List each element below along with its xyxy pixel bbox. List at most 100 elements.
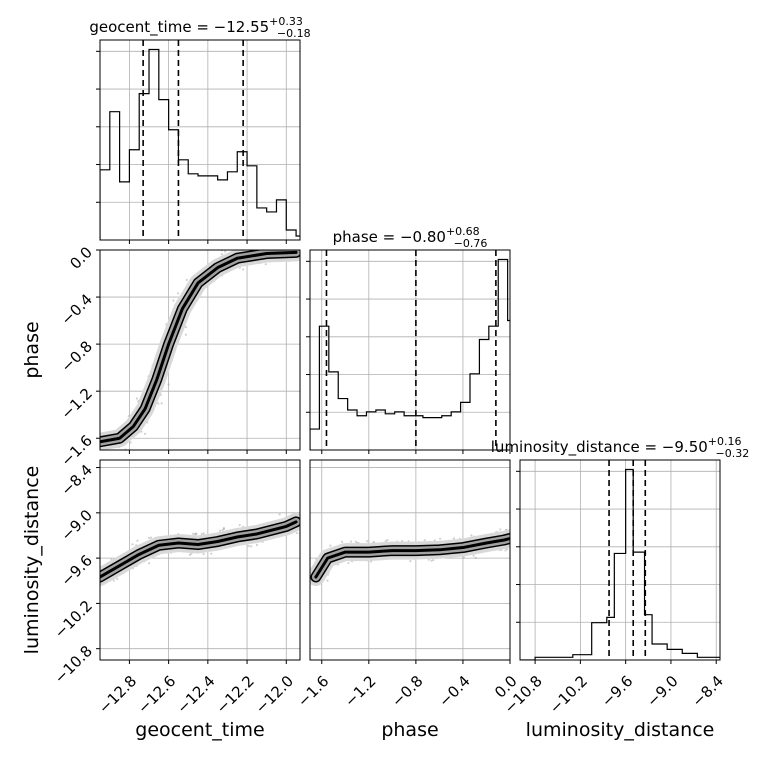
panel-frame [519, 459, 721, 661]
sample-point [372, 541, 375, 544]
panel-title: phase = −0.80+0.68 −0.76 [333, 225, 488, 250]
sample-point [354, 540, 357, 543]
sample-point [238, 523, 241, 527]
sample-point [147, 561, 151, 565]
y-tick-label: −1.2 [58, 384, 96, 422]
sample-point [505, 548, 509, 551]
histogram-step [520, 468, 720, 660]
sample-point [202, 532, 205, 535]
panel-frame [99, 39, 301, 241]
sample-point [326, 579, 329, 582]
x-tick-label: −1.6 [294, 672, 332, 710]
sample-point [188, 553, 191, 556]
title-sup: +0.16 [708, 435, 742, 448]
sample-point [176, 292, 180, 295]
sample-point [200, 532, 203, 536]
sample-point [514, 533, 516, 535]
y-tick-label: −1.6 [58, 432, 96, 470]
sample-point [307, 570, 309, 572]
x-axis-label-luminosity: luminosity_distance [526, 719, 715, 741]
sample-point [409, 560, 412, 563]
title-main: geocent_time = −12.55 [89, 18, 269, 37]
sample-point [264, 263, 267, 266]
panel-title: luminosity_distance = −9.50+0.16 −0.32 [491, 435, 749, 460]
panel-title: geocent_time = −12.55+0.33 −0.18 [89, 15, 310, 40]
sample-point [96, 436, 98, 438]
x-tick-label: −12.6 [134, 672, 179, 717]
sample-point [474, 556, 477, 559]
x-tick-label: −12.4 [173, 672, 218, 717]
y-tick-label: −8.4 [58, 461, 96, 499]
title-main: phase = −0.80 [333, 228, 446, 246]
y-tick-label: −0.4 [58, 290, 96, 328]
sample-point [439, 537, 442, 540]
sample-point [511, 540, 513, 542]
x-axis-label: geocent_time [135, 719, 264, 741]
sample-point [192, 532, 195, 535]
contour-inner [314, 536, 510, 579]
geocent_time-1d-panel: geocent_time = −12.55+0.33 −0.18 [89, 15, 311, 244]
sample-point [242, 247, 244, 249]
sample-point [218, 529, 222, 532]
title-sub: −0.32 [716, 447, 750, 460]
panel-frame [99, 249, 301, 451]
sample-point [255, 543, 259, 547]
sample-point [470, 534, 473, 537]
x-tick-label: −1.2 [341, 672, 379, 710]
sample-point [260, 243, 262, 245]
contour-layer [96, 242, 300, 450]
sample-point [222, 527, 226, 531]
phase-vs-geocent_time-panel: 0.0 −0.4 −0.8 −1.2 −1.6 phase [21, 242, 301, 470]
sample-point [504, 549, 507, 552]
sample-point [271, 246, 273, 248]
y-axis-label: phase [21, 321, 43, 378]
sample-point [222, 526, 225, 530]
sample-point [194, 533, 197, 536]
sample-point [147, 536, 150, 539]
sample-point [512, 543, 514, 545]
sample-point [365, 540, 369, 543]
sample-point [242, 268, 245, 271]
sample-point [149, 536, 153, 539]
sample-point [167, 383, 170, 386]
sample-point [190, 552, 193, 556]
sample-point [267, 242, 269, 244]
sample-point [278, 513, 281, 516]
y-axis-label: luminosity_distance [21, 466, 43, 655]
sample-point [254, 247, 256, 249]
sample-point [251, 247, 253, 249]
sample-point [340, 540, 344, 543]
sample-point [160, 402, 163, 405]
x-axis-label: phase [381, 719, 438, 741]
x-tick-label: −12.2 [213, 672, 258, 717]
sample-point [116, 577, 119, 581]
x-tick-label: −12.0 [252, 672, 297, 717]
sample-point [184, 325, 187, 329]
x-tick-label: −9.0 [643, 672, 681, 710]
sample-point [347, 561, 350, 565]
y-tick-label: −10.8 [51, 642, 96, 687]
sample-point [135, 397, 139, 400]
sample-point [202, 553, 205, 556]
x-tick-label: −9.6 [598, 672, 636, 710]
sample-point [136, 539, 139, 542]
histogram-step [310, 258, 510, 450]
panel-frame [99, 459, 301, 661]
sample-point [221, 528, 224, 531]
luminosity_distance-vs-geocent_time-panel: −8.4 −9.0 −9.6 −10.2−10.8 luminosity_distanc… [21, 459, 301, 741]
sample-point [288, 244, 290, 246]
title-sup: +0.33 [269, 15, 303, 28]
sample-point [185, 278, 188, 281]
sample-point [250, 545, 253, 548]
y-tick-label: −9.0 [58, 506, 96, 544]
sample-point [430, 559, 433, 562]
title-sub: −0.18 [277, 27, 311, 40]
x-tick-label: −8.4 [688, 672, 726, 710]
luminosity_distance-1d-panel: luminosity_distance = −9.50+0.16 −0.32 −10… [491, 435, 749, 717]
sample-point [511, 538, 513, 540]
panel-frame [309, 459, 511, 661]
contour-inner [100, 520, 298, 579]
sample-point [281, 246, 283, 248]
